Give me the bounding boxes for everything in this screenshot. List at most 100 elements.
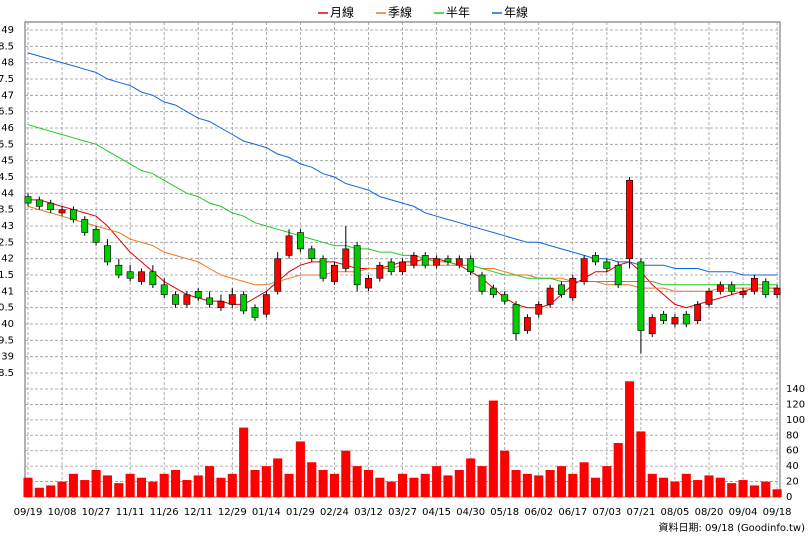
volume-bar [659,477,669,497]
volume-bar [182,480,192,497]
volume-bar [715,477,725,497]
candle-body [660,313,668,322]
volume-bar [34,487,44,497]
candle-body [160,284,168,295]
candle-body [274,258,282,292]
x-tick-label: 04/30 [456,507,485,518]
x-tick-label: 11/11 [116,507,145,518]
volume-bar [636,431,646,497]
volume-bar [488,400,498,497]
y-tick-label: 42 [1,254,14,265]
candle-body [319,258,327,279]
ma-line [27,52,778,276]
volume-bar [68,473,78,497]
volume-bar [91,470,101,497]
volume-bar [545,470,555,497]
candle-body [115,264,123,276]
volume-bar [590,477,601,497]
candle-body [342,248,350,269]
candle-body [58,209,66,214]
candle-body [728,284,736,292]
candle-body [410,255,418,266]
y2-tick-label: 140 [786,384,805,395]
volume-bar [273,458,283,497]
volume-bar [363,470,374,497]
y-tick-label: 44 [1,188,14,199]
volume-bar [57,481,67,497]
candle-body [626,179,633,259]
volume-bar [681,473,691,497]
volume-bar [749,485,759,497]
x-tick-label: 01/29 [286,507,315,518]
volume-bar [704,475,714,497]
candle-body [433,258,441,266]
volume-bar [568,473,578,497]
y-tick-label: 45.5 [0,139,14,150]
y-tick-label: 40 [1,319,14,330]
volume-bar [80,480,90,497]
volume-bar [477,466,487,497]
volume-bar [329,473,339,497]
candle-body [558,284,565,295]
y2-tick-label: 120 [786,399,805,410]
volume-bar [761,481,771,497]
candle-body [92,228,100,243]
x-tick-label: 12/29 [218,507,247,518]
x-tick-label: 01/14 [252,507,281,518]
ma-line [27,124,778,286]
candle-body [512,304,520,335]
x-tick-label: 07/21 [626,507,655,518]
legend-label: 半年 [446,6,470,20]
candle-body [172,294,179,305]
candle-body [444,258,452,263]
candle-body [24,196,32,204]
volume-bar [102,475,112,497]
y-tick-label: 39.5 [0,335,14,346]
x-tick-label: 06/02 [524,507,553,518]
y-tick-label: 40.5 [0,303,14,314]
candle-body [126,271,134,279]
x-tick-label: 10/27 [82,507,111,518]
volume-bar [205,466,215,497]
legend-label: 年線 [504,5,528,20]
candle-body [637,261,645,331]
volume-bar [466,458,476,497]
candle-body [489,287,497,295]
y2-tick-label: 40 [786,461,799,472]
candle-body [251,307,259,318]
y-tick-label: 46 [1,123,14,134]
candle-body [262,294,270,315]
candle-body [592,255,599,263]
y2-tick-label: 60 [786,446,799,457]
x-tick-label: 10/08 [48,507,77,518]
volume-bar [136,477,147,497]
candle-body [47,202,55,210]
candle-body [716,284,724,292]
y2-tick-label: 80 [786,430,799,441]
footer: 資料日期: 09/18 (Goodinfo.tw) [658,521,805,534]
y-tick-label: 44.5 [0,172,14,183]
candle-body [194,291,202,299]
volume-bar [398,473,408,497]
x-tick-label: 08/20 [695,507,724,518]
volume-bar [216,477,226,497]
x-tick-label: 07/03 [592,507,621,518]
candle-body [149,271,157,286]
volume-bar [307,462,317,497]
candle-body [206,297,214,305]
candle-body [104,245,111,263]
candle-body [285,235,293,256]
candle-body [603,261,611,269]
candle-body [376,264,384,279]
volume-bar [670,481,680,497]
volume-bar [602,466,612,497]
y-tick-label: 45 [1,156,14,167]
candle-body [455,258,463,266]
volume-bar [341,450,351,497]
y-tick-label: 41.5 [0,270,14,281]
candle-body [399,261,406,273]
candle-body [523,317,531,331]
volume-bar [46,485,56,497]
